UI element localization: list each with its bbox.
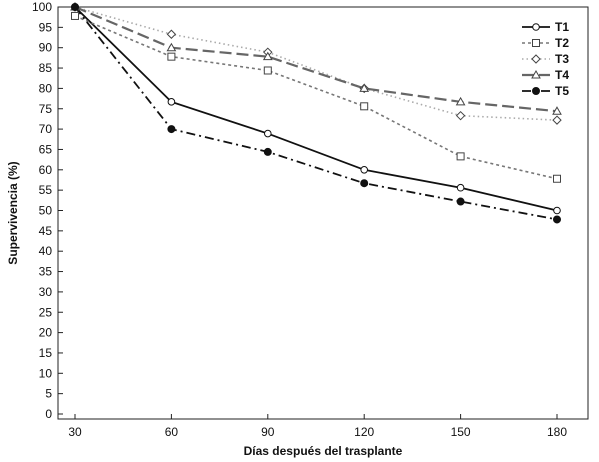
- y-tick-label: 40: [39, 244, 53, 258]
- data-point-t1: [456, 183, 465, 192]
- series-line-t1: [74, 6, 558, 212]
- legend: T1 T2 T3 T4 T5: [522, 20, 569, 98]
- y-tick-label: 95: [39, 20, 53, 34]
- data-point-t2: [167, 52, 176, 61]
- x-tick-label: 150: [451, 425, 471, 439]
- y-tick-label: 30: [39, 285, 53, 299]
- data-point-t3: [552, 115, 562, 125]
- legend-label-t4: T4: [555, 68, 569, 82]
- data-point-t1: [360, 166, 369, 174]
- x-tick-label: 90: [261, 425, 275, 439]
- series-lines: [74, 5, 558, 221]
- plot-frame: [57, 6, 589, 420]
- data-point-t5: [456, 197, 465, 206]
- legend-marker-t2: [532, 39, 540, 47]
- data-point-t4: [166, 42, 177, 52]
- x-tick-label: 180: [547, 425, 567, 439]
- data-point-t2: [263, 66, 272, 75]
- series-line-t5: [74, 6, 558, 221]
- y-tick-label: 75: [39, 102, 53, 116]
- x-tick-label: 120: [354, 425, 374, 439]
- data-point-t3: [166, 29, 177, 39]
- data-point-t1: [167, 98, 176, 106]
- y-tick-label: 5: [45, 387, 52, 401]
- data-point-t5: [263, 147, 272, 156]
- data-point-t4: [262, 51, 273, 61]
- y-tick-label: 35: [39, 265, 53, 279]
- data-point-t5: [360, 179, 369, 188]
- x-tick-label: 30: [68, 425, 82, 439]
- legend-label-t1: T1: [555, 20, 569, 34]
- legend-label-t3: T3: [555, 52, 569, 66]
- y-axis-ticks: 0 5 10 15 20 25 30 35 40 45 50 55 60 65 70 75 80 85 90 95 10…: [32, 0, 63, 421]
- y-tick-label: 55: [39, 183, 53, 197]
- legend-marker-t3: [531, 54, 541, 64]
- series-line-t3: [74, 6, 558, 121]
- data-point-t4: [359, 83, 370, 92]
- data-point-t2: [456, 152, 465, 161]
- y-tick-label: 90: [39, 41, 53, 55]
- data-point-t2: [360, 102, 369, 111]
- data-point-t4: [455, 96, 466, 106]
- series-line-t2: [74, 15, 558, 180]
- legend-label-t5: T5: [555, 84, 569, 98]
- y-tick-label: 10: [39, 366, 53, 380]
- data-point-t3: [455, 110, 466, 121]
- y-axis-label: Supervivencia (%): [6, 161, 20, 264]
- y-tick-label: 25: [39, 305, 53, 319]
- series-markers: [70, 1, 562, 224]
- data-point-t4: [552, 106, 562, 115]
- x-axis-ticks: 30 60 90 120 150 180: [68, 414, 567, 439]
- y-tick-label: 100: [32, 0, 52, 14]
- data-point-t1: [553, 206, 561, 215]
- legend-label-t2: T2: [555, 36, 569, 50]
- data-point-t2: [553, 174, 561, 183]
- data-point-t2: [71, 11, 79, 20]
- data-point-t5: [553, 215, 561, 224]
- legend-marker-t4: [531, 69, 541, 79]
- y-tick-label: 50: [39, 204, 53, 218]
- y-tick-label: 80: [39, 81, 53, 95]
- data-point-t1: [264, 129, 272, 138]
- data-point-t5: [71, 3, 79, 11]
- legend-marker-t5: [532, 87, 540, 95]
- y-tick-label: 20: [39, 326, 53, 340]
- y-tick-label: 60: [39, 163, 53, 177]
- y-tick-label: 0: [45, 407, 52, 421]
- y-tick-label: 70: [39, 122, 53, 136]
- x-axis-label: Días después del trasplante: [244, 444, 403, 458]
- y-tick-label: 15: [39, 346, 53, 360]
- legend-marker-t1: [532, 23, 540, 31]
- series-line-t4: [74, 5, 558, 113]
- y-tick-label: 85: [39, 61, 53, 75]
- y-tick-label: 45: [39, 224, 53, 238]
- y-tick-label: 65: [39, 142, 53, 156]
- x-tick-label: 60: [165, 425, 179, 439]
- data-point-t5: [167, 125, 176, 134]
